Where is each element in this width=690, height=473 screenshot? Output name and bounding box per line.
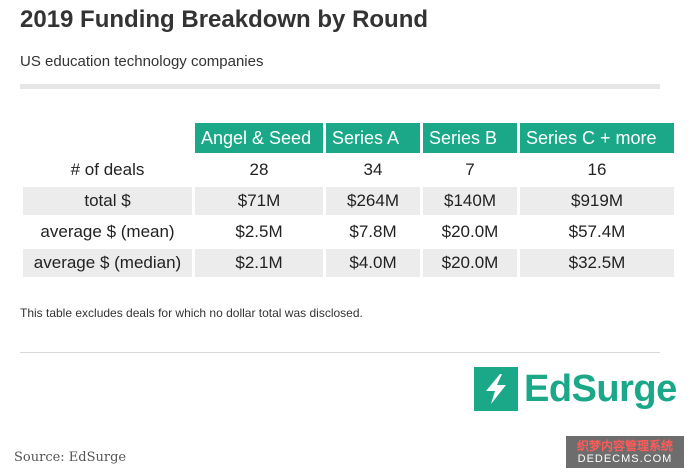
table-cell: $32.5M (520, 249, 674, 277)
row-label: average $ (median) (23, 249, 192, 277)
logo-text: EdSurge (524, 367, 677, 410)
top-divider (20, 84, 660, 89)
bottom-divider (20, 352, 660, 353)
table-cell: 34 (326, 156, 420, 184)
table-cell: $71M (195, 187, 323, 215)
source-credit: Source: EdSurge (14, 450, 127, 465)
edsurge-logo: EdSurge (474, 367, 677, 411)
header-corner (23, 123, 192, 153)
column-header-series-c-more: Series C + more (520, 123, 674, 153)
table-row: # of deals 28 34 7 16 (23, 156, 674, 184)
table-cell: $140M (423, 187, 517, 215)
page-title: 2019 Funding Breakdown by Round (20, 6, 429, 33)
column-header-angel-seed: Angel & Seed (195, 123, 323, 153)
table-cell: 7 (423, 156, 517, 184)
table-cell: 16 (520, 156, 674, 184)
site-watermark: 织梦内容管理系统 DEDECMS.COM (566, 436, 684, 468)
row-label: average $ (mean) (23, 218, 192, 246)
row-label: # of deals (23, 156, 192, 184)
table-cell: $20.0M (423, 249, 517, 277)
table-footnote: This table excludes deals for which no d… (20, 306, 363, 320)
table-row: average $ (median) $2.1M $4.0M $20.0M $3… (23, 249, 674, 277)
table-cell: $20.0M (423, 218, 517, 246)
table-cell: $919M (520, 187, 674, 215)
column-header-series-b: Series B (423, 123, 517, 153)
table-cell: 28 (195, 156, 323, 184)
funding-table: Angel & Seed Series A Series B Series C … (20, 120, 677, 280)
watermark-line-2: DEDECMS.COM (577, 452, 673, 465)
watermark-line-1: 织梦内容管理系统 (576, 438, 673, 453)
column-header-series-a: Series A (326, 123, 420, 153)
table-cell: $264M (326, 187, 420, 215)
lightning-bolt-icon (474, 367, 518, 411)
table-cell: $4.0M (326, 249, 420, 277)
table-cell: $2.5M (195, 218, 323, 246)
table-cell: $57.4M (520, 218, 674, 246)
page-subtitle: US education technology companies (20, 53, 264, 70)
table-cell: $7.8M (326, 218, 420, 246)
table-row: average $ (mean) $2.5M $7.8M $20.0M $57.… (23, 218, 674, 246)
table-row: total $ $71M $264M $140M $919M (23, 187, 674, 215)
row-label: total $ (23, 187, 192, 215)
table-cell: $2.1M (195, 249, 323, 277)
table-header-row: Angel & Seed Series A Series B Series C … (23, 123, 674, 153)
